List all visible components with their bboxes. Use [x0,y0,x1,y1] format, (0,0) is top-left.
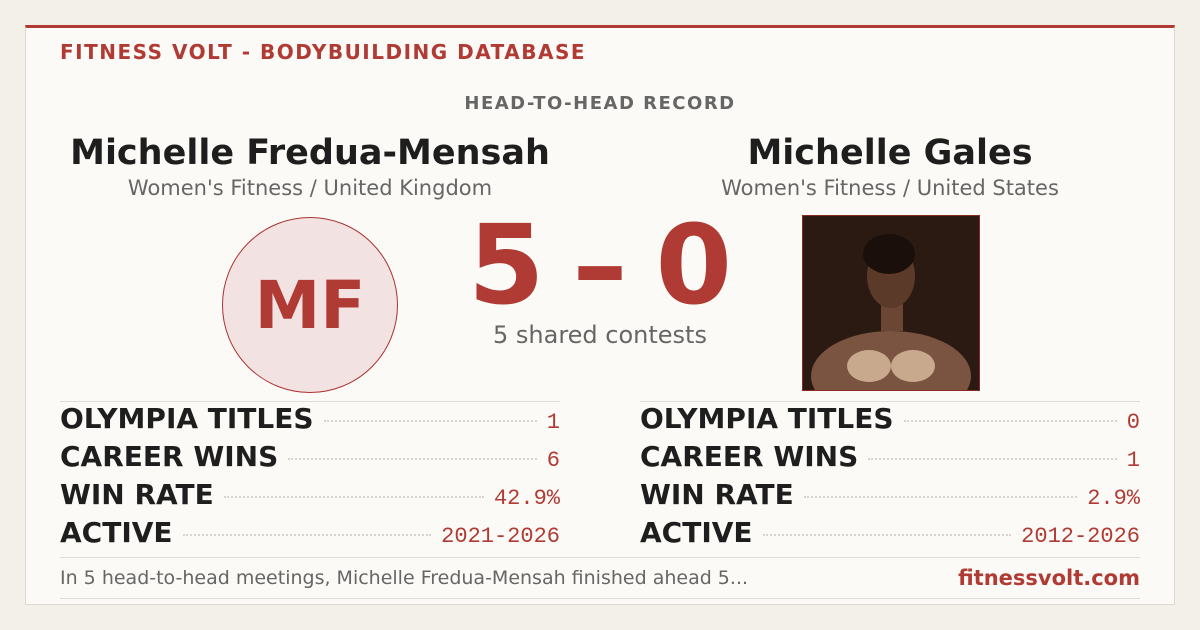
stat-value: 6 [546,448,560,473]
leader [288,458,537,460]
avatar-initials: MF [222,217,398,393]
stat-label: ACTIVE [60,516,173,549]
subtitle: HEAD-TO-HEAD RECORD [464,93,736,114]
stat-label: WIN RATE [640,478,794,511]
leader [323,420,537,422]
stat-label: CAREER WINS [640,440,859,473]
stat-row: ACTIVE 2021-2026 [60,516,560,554]
leader [182,534,432,536]
stat-row: OLYMPIA TITLES 0 [640,402,1140,440]
stat-value: 1 [1126,448,1140,473]
stat-value: 2021-2026 [441,524,560,549]
left-division: Women's Fitness / United Kingdom [127,176,493,200]
stat-value: 2012-2026 [1021,524,1140,549]
footer: In 5 head-to-head meetings, Michelle Fre… [60,557,1140,599]
stat-label: ACTIVE [640,516,753,549]
stat-value: 1 [546,410,560,435]
stat-label: CAREER WINS [60,440,279,473]
score-caption: 5 shared contests [493,321,707,349]
stat-label: OLYMPIA TITLES [640,402,894,435]
stat-row: OLYMPIA TITLES 1 [60,402,560,440]
stat-value: 42.9% [493,486,560,511]
right-score: 0 [655,201,733,329]
left-name: Michelle Fredua-Mensah [70,133,550,173]
right-stats: OLYMPIA TITLES 0 CAREER WINS 1 WIN RATE 2.9% A… [640,401,1140,554]
leader [903,420,1117,422]
leader [762,534,1012,536]
site-link[interactable]: fitnessvolt.com [958,566,1140,590]
stat-row: WIN RATE 42.9% [60,478,560,516]
left-stats: OLYMPIA TITLES 1 CAREER WINS 6 WIN RATE 42.9%… [60,401,560,554]
brand: FITNESS VOLT - BODYBUILDING DATABASE [60,40,587,64]
leader [803,496,1078,498]
summary: In 5 head-to-head meetings, Michelle Fre… [60,567,749,589]
stat-value: 0 [1126,410,1140,435]
stat-label: OLYMPIA TITLES [60,402,314,435]
card [25,25,1175,605]
stat-row: ACTIVE 2012-2026 [640,516,1140,554]
right-name: Michelle Gales [747,133,1033,173]
stat-row: CAREER WINS 1 [640,440,1140,478]
athlete-photo [802,215,980,391]
stat-row: WIN RATE 2.9% [640,478,1140,516]
stat-label: WIN RATE [60,478,214,511]
right-division: Women's Fitness / United States [721,176,1059,200]
stat-row: CAREER WINS 6 [60,440,560,478]
leader [223,496,484,498]
left-score: 5 [467,201,545,329]
score-separator: – [572,201,628,329]
leader [868,458,1117,460]
score: 5–0 [350,200,850,330]
stat-value: 2.9% [1087,486,1140,511]
